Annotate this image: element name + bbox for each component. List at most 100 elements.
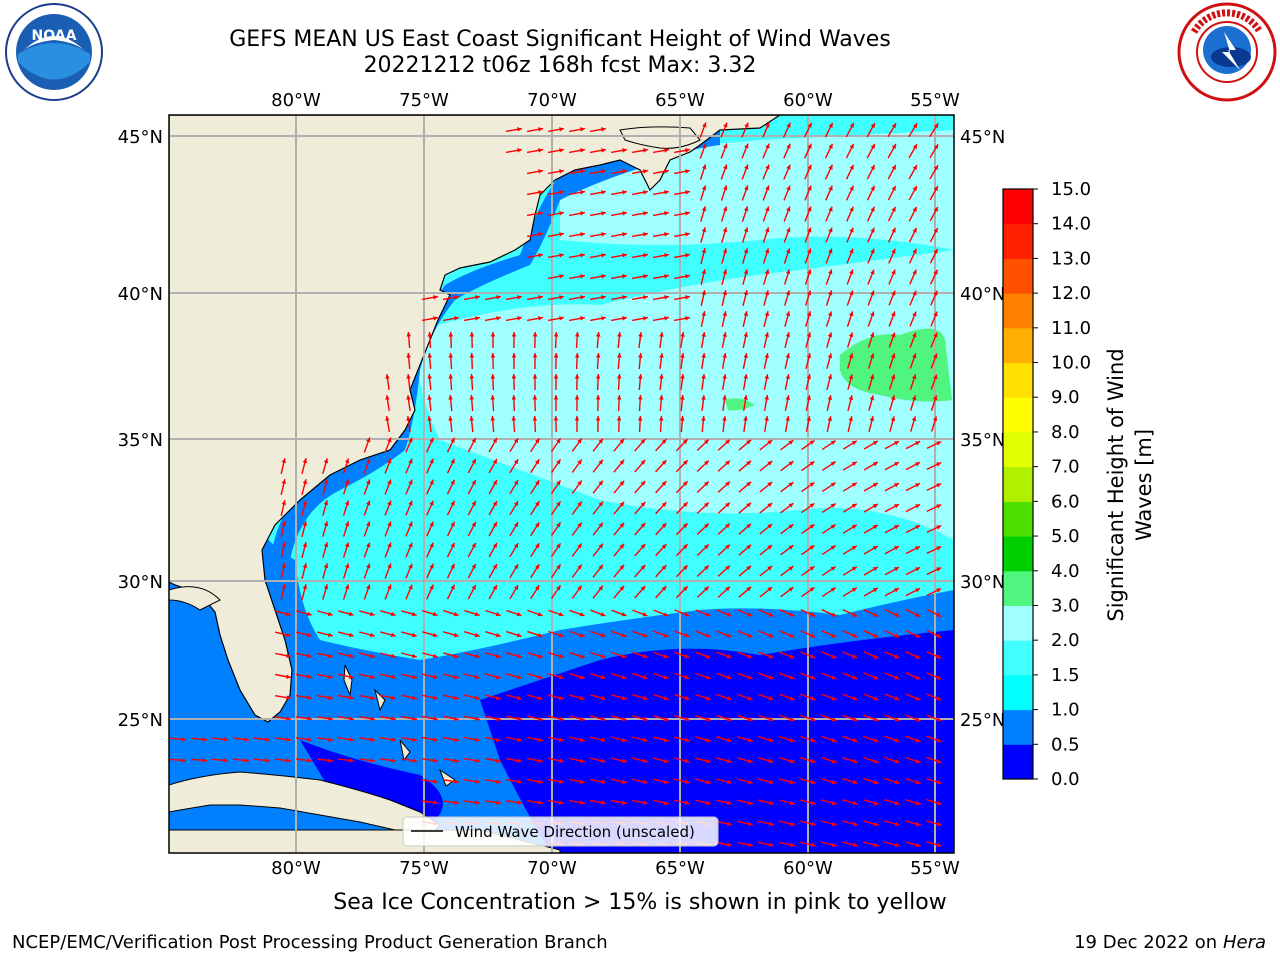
wave-arrow-head (852, 717, 858, 722)
wave-arrow-head (577, 501, 582, 507)
wave-arrow-head (538, 295, 543, 300)
colorbar-frame (1002, 188, 1034, 780)
wave-arrow-head (535, 585, 540, 591)
wave-arrow-head (475, 316, 480, 321)
wave-arrow-head (807, 206, 812, 212)
wave-arrow-head (535, 564, 540, 570)
wave-arrow-head (642, 695, 648, 701)
wave-arrow-head (513, 564, 519, 570)
wave-arrow-head (915, 588, 921, 593)
wave-arrow-head (579, 716, 585, 722)
wave-arrow-head (433, 779, 438, 784)
wave-arrow-head (600, 695, 606, 701)
wave-arrow-head (223, 737, 228, 742)
wave-arrow-head (664, 148, 669, 153)
wave-arrow-head (286, 758, 291, 763)
wave-arrow-head (537, 695, 543, 701)
wave-arrow-head (559, 211, 564, 216)
wave-arrow-head (915, 842, 921, 848)
wave-arrow-head (768, 675, 774, 680)
wave-arrow-head (391, 758, 396, 763)
wave-arrow-head (827, 395, 832, 401)
wave-arrow-head (640, 586, 646, 591)
wave-arrow-head (471, 437, 476, 443)
wave-arrow-head (936, 504, 942, 509)
wave-arrow-head (559, 148, 564, 153)
wave-arrow-head (915, 654, 921, 659)
wave-arrow-head (429, 500, 434, 506)
wave-arrow-head (915, 800, 921, 806)
wave-arrow-head (366, 479, 371, 485)
wave-arrow-head (406, 332, 411, 337)
wave-arrow-head (600, 674, 606, 680)
wave-arrow-head (600, 653, 606, 659)
wave-arrow-head (701, 290, 706, 295)
wave-arrow-head (848, 332, 854, 338)
wave-arrow-head (894, 779, 900, 785)
wave-arrow-head (490, 395, 495, 400)
wave-arrow-head (601, 758, 606, 763)
wave-arrow-head (328, 716, 333, 721)
map-plot-area (169, 115, 954, 853)
wave-arrow-head (640, 481, 646, 486)
wave-arrow-head (469, 374, 474, 379)
wave-arrow-head (323, 479, 329, 485)
wave-arrow-head (767, 524, 773, 529)
wave-arrow-head (638, 332, 643, 337)
wave-arrow-head (831, 800, 837, 806)
colorbar-segment (1003, 536, 1033, 572)
wave-arrow-head (538, 737, 543, 742)
wave-arrow-head (408, 521, 413, 527)
wave-arrow-head (723, 164, 728, 170)
wave-arrow-head (642, 716, 648, 722)
wave-arrow-head (622, 253, 627, 258)
wave-arrow-head (492, 438, 497, 443)
wave-arrow-head (788, 440, 794, 445)
wave-arrow-head (471, 479, 476, 485)
wave-arrow-head (511, 332, 517, 337)
wave-arrow-head (302, 521, 308, 527)
wave-arrow-head (809, 503, 815, 508)
wave-arrow-head (725, 481, 730, 487)
wave-arrow-head (535, 522, 540, 528)
wave-arrow-head (344, 584, 350, 590)
wave-arrow-head (831, 654, 837, 659)
wave-arrow-head (932, 416, 938, 422)
wave-arrow-head (872, 462, 878, 467)
wave-arrow-head (912, 227, 917, 233)
wave-arrow-head (811, 842, 816, 847)
wave-arrow-head (789, 675, 795, 680)
wave-arrow-head (661, 586, 667, 591)
wave-arrow-head (511, 374, 517, 379)
wave-arrow-head (915, 567, 921, 572)
wave-arrow-head (869, 416, 875, 422)
wave-arrow-head (748, 842, 753, 847)
wave-arrow-head (849, 164, 854, 170)
wave-arrow-head (349, 695, 354, 700)
wave-arrow-head (936, 546, 942, 551)
wave-arrow-head (517, 295, 522, 300)
wave-arrow-head (538, 253, 543, 258)
wave-arrow-head (827, 311, 833, 317)
wave-arrow-head (577, 459, 582, 465)
wave-arrow-head (495, 653, 501, 659)
wave-arrow-head (682, 544, 688, 550)
wave-arrow-head (722, 227, 728, 233)
wave-arrow-head (702, 122, 707, 128)
colorbar-segment (1003, 397, 1033, 433)
wave-arrow-head (744, 164, 749, 170)
wave-arrow-head (664, 800, 669, 805)
wave-arrow-head (830, 503, 836, 508)
wave-arrow-head (475, 737, 480, 742)
wave-arrow-head (789, 612, 795, 617)
wave-arrow-head (448, 416, 453, 421)
wave-arrow-head (936, 462, 942, 467)
wave-arrow-head (448, 353, 453, 358)
wave-arrow-head (806, 332, 812, 338)
wave-arrow-head (743, 248, 749, 254)
lon-label: 65°W (655, 858, 705, 879)
wave-arrow-head (302, 563, 308, 569)
wave-arrow-head (559, 253, 564, 258)
wave-arrow-head (685, 295, 690, 300)
wave-arrow-head (181, 758, 186, 763)
